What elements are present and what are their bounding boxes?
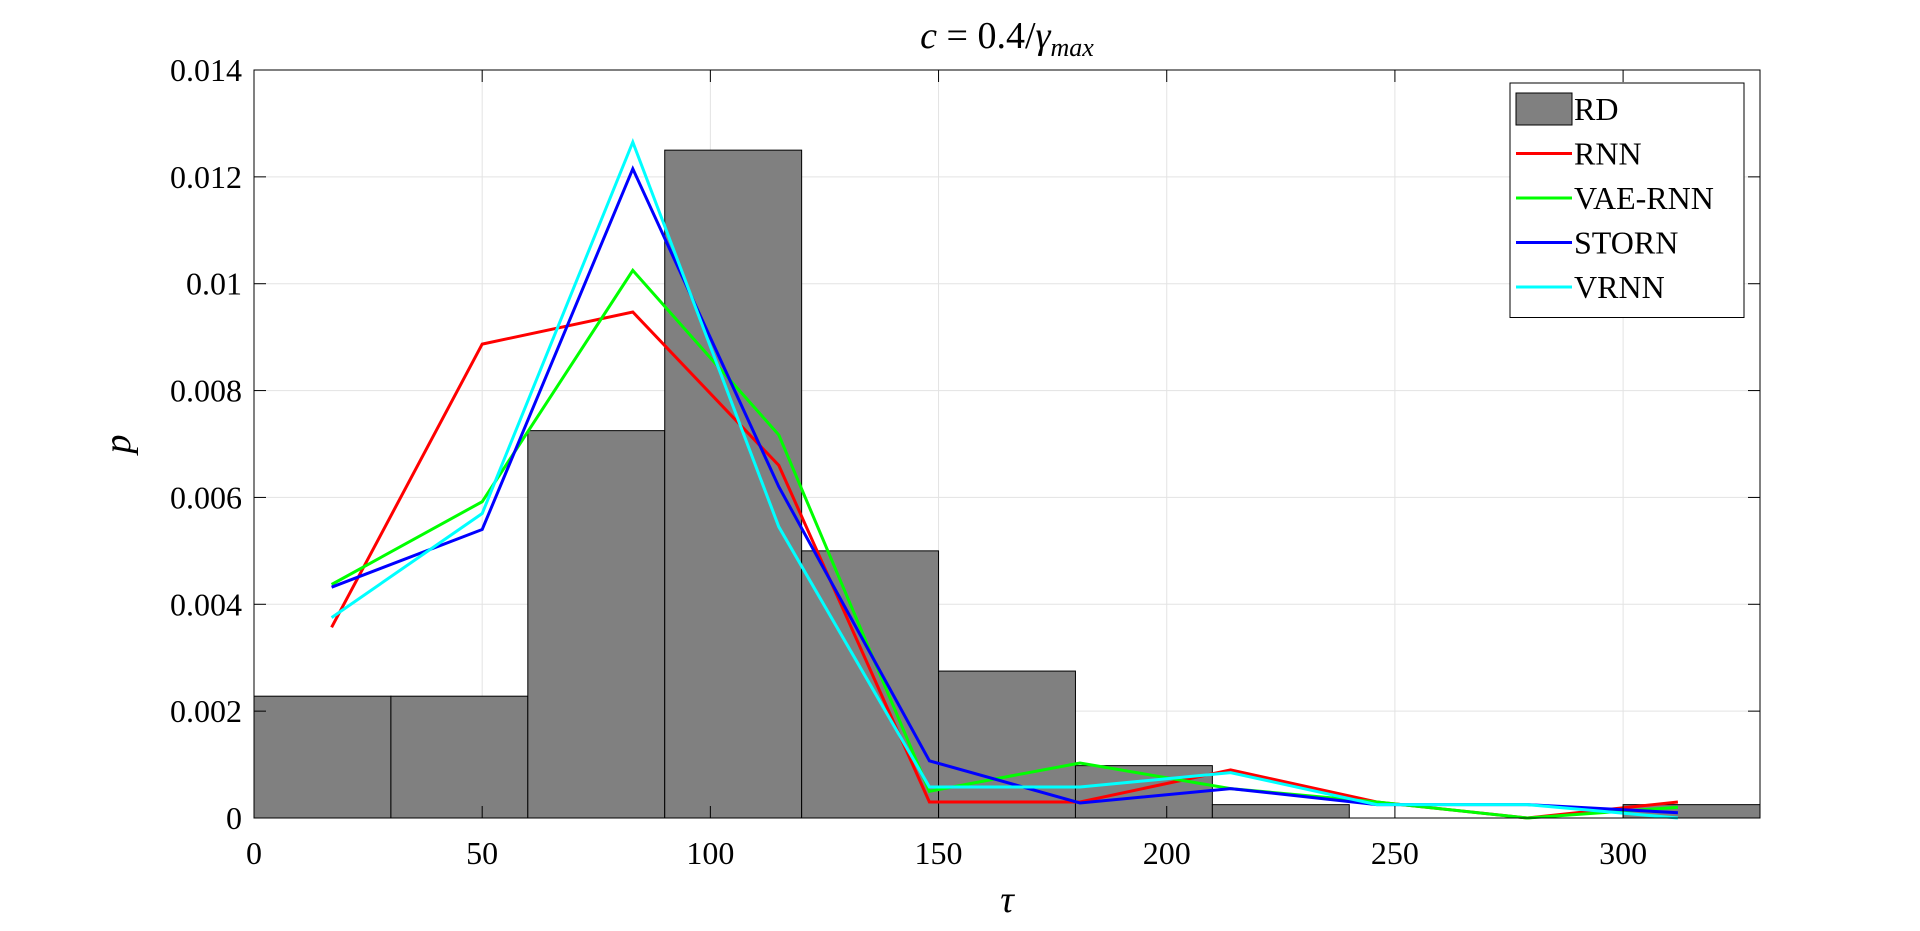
series-line-vae-rnn xyxy=(330,267,1679,820)
title-subscript: max xyxy=(1051,33,1095,62)
x-tick-label: 300 xyxy=(1599,835,1647,871)
legend-label-vae-rnn: VAE-RNN xyxy=(1574,180,1714,216)
y-tick-label: 0.01 xyxy=(186,266,242,302)
x-tick-label: 150 xyxy=(915,835,963,871)
y-axis-label: p xyxy=(97,435,139,457)
y-tick-label: 0.014 xyxy=(170,52,242,88)
histogram-bar xyxy=(253,695,392,819)
histogram-bar xyxy=(938,670,1076,819)
legend-label-rd: RD xyxy=(1574,91,1618,127)
series-lines xyxy=(330,137,1679,820)
chart-title: c = 0.4/γmax xyxy=(920,15,1094,62)
legend-label-storn: STORN xyxy=(1574,225,1678,261)
plot-frame xyxy=(253,69,1761,819)
x-tick-label: 100 xyxy=(686,835,734,871)
legend: RD RNN VAE-RNN STORN VRNN xyxy=(1509,82,1745,318)
histogram-bar xyxy=(664,149,803,819)
x-tick-label: 250 xyxy=(1371,835,1419,871)
x-axis-label: τ xyxy=(1000,879,1015,921)
axis-ticks: 0 50 100 150 200 250 300 0 0.002 0.004 0.006 0.008 0… xyxy=(170,52,1760,871)
legend-label-vrnn: VRNN xyxy=(1574,269,1665,305)
title-equation: = 0.4/ xyxy=(937,15,1036,57)
title-variable: c xyxy=(920,15,937,57)
legend-swatch-rd xyxy=(1515,92,1573,126)
grid-lines xyxy=(253,69,1760,819)
histogram-bar xyxy=(390,695,529,819)
y-tick-label: 0.012 xyxy=(170,159,242,195)
x-tick-label: 50 xyxy=(466,835,498,871)
x-tick-label: 200 xyxy=(1143,835,1191,871)
y-tick-label: 0.002 xyxy=(170,693,242,729)
y-tick-label: 0 xyxy=(226,800,242,836)
histogram-bar xyxy=(527,430,666,819)
y-tick-label: 0.006 xyxy=(170,479,242,515)
y-tick-label: 0.008 xyxy=(170,373,242,409)
y-tick-label: 0.004 xyxy=(170,586,242,622)
x-tick-label: 0 xyxy=(246,835,262,871)
histogram-bar xyxy=(1211,804,1350,819)
legend-label-rnn: RNN xyxy=(1574,136,1642,172)
title-gamma: γ xyxy=(1036,15,1052,57)
series-line-vrnn xyxy=(330,137,1679,820)
